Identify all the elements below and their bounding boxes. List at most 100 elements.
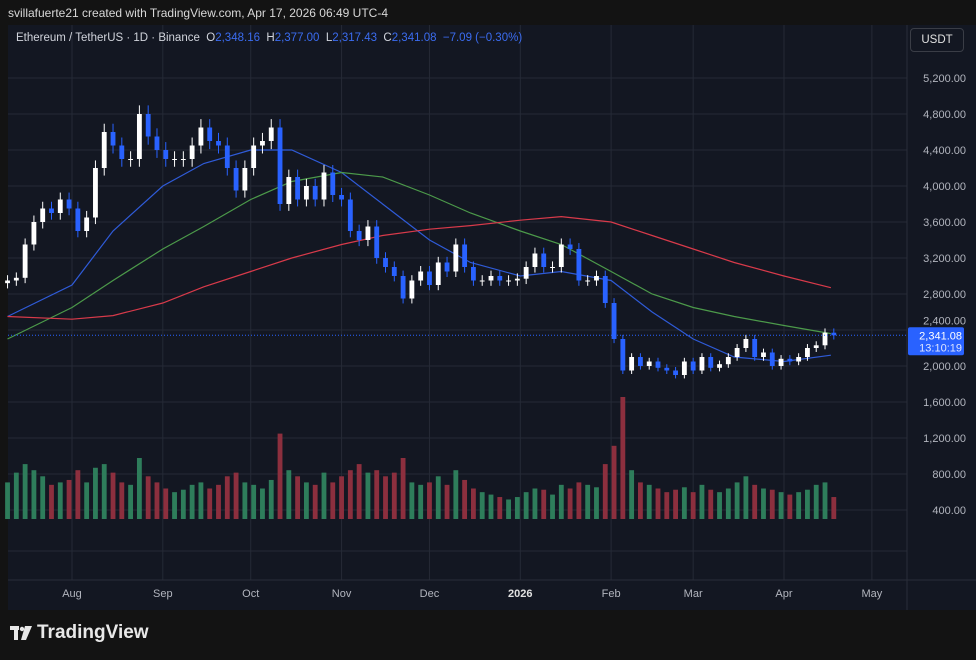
x-tick-label: Apr	[775, 588, 792, 600]
candle-body	[40, 208, 46, 222]
volume-bar	[216, 484, 221, 519]
volume-bar	[101, 464, 107, 519]
volume-bar	[128, 484, 134, 519]
candle-body	[479, 280, 485, 282]
candle-body	[5, 280, 10, 284]
volume-bar	[673, 489, 678, 519]
volume-bar	[831, 497, 837, 519]
volume-bar	[664, 492, 670, 519]
open-value: 2,348.16	[215, 32, 260, 44]
candle-body	[75, 208, 81, 231]
candle-body	[418, 271, 424, 281]
x-tick-label: May	[861, 588, 882, 600]
candles	[5, 105, 837, 379]
candle-body	[655, 361, 661, 368]
candle-body	[523, 267, 529, 279]
volume-bar	[796, 492, 802, 519]
y-tick-label: 1,200.00	[923, 433, 966, 445]
candle-body	[383, 258, 388, 267]
volume-bar	[172, 492, 177, 519]
candle-body	[356, 231, 362, 240]
volume-bar	[49, 484, 54, 519]
volume-bar	[532, 488, 538, 519]
volume-bar	[761, 488, 766, 519]
volume-bar	[260, 488, 265, 519]
y-tick-label: 3,600.00	[923, 217, 966, 229]
x-tick-label: Nov	[332, 588, 352, 600]
candle-body	[752, 339, 758, 357]
y-tick-label: 5,200.00	[923, 73, 966, 85]
volume-bar	[787, 494, 793, 519]
candle-body	[180, 159, 186, 160]
candle-body	[347, 199, 353, 231]
candle-body	[681, 361, 687, 375]
candle-body	[796, 357, 802, 362]
candle-body	[198, 127, 204, 146]
volume-bar	[550, 494, 555, 519]
candle-body	[409, 280, 415, 299]
y-tick-label: 3,200.00	[923, 253, 966, 265]
volume-bar	[189, 484, 195, 519]
volume-bar	[488, 494, 494, 519]
candle-body	[576, 249, 582, 281]
volume-bar	[576, 482, 582, 519]
candle-body	[638, 357, 643, 366]
volume-bar	[22, 464, 28, 519]
tradingview-logo[interactable]: TradingView	[10, 622, 149, 644]
candle-body	[435, 262, 441, 285]
volume-bar	[400, 458, 406, 519]
volume-bar	[93, 467, 98, 519]
volume-bar	[5, 482, 10, 519]
candle-body	[805, 348, 810, 357]
candle-body	[128, 159, 134, 160]
candle-body	[251, 145, 257, 168]
candle-body	[717, 364, 722, 368]
candle-body	[57, 199, 63, 213]
candle-body	[699, 357, 705, 371]
chart-background	[8, 25, 976, 610]
candle-body	[778, 358, 784, 366]
candle-body	[260, 141, 265, 146]
volume-bar	[743, 476, 749, 519]
volume-bar	[681, 487, 687, 519]
volume-bar	[119, 482, 125, 519]
volume-bar	[374, 470, 380, 519]
volume-bar	[57, 482, 63, 519]
volume-bar	[769, 489, 775, 519]
candle-body	[189, 145, 195, 159]
volume-bar	[567, 488, 573, 519]
volume-bar	[646, 484, 652, 519]
currency-button[interactable]: USDT	[910, 28, 964, 52]
x-tick-label: Oct	[242, 588, 259, 600]
symbol-label[interactable]: Ethereum / TetherUS · 1D · Binance	[16, 32, 200, 44]
candle-body	[110, 132, 116, 146]
moving-average-line-ma-red	[7, 215, 832, 320]
change-value: −7.09 (−0.30%)	[442, 32, 523, 44]
volume-bar	[110, 472, 116, 519]
moving-average-line-ma-blue	[7, 149, 831, 363]
candle-body	[93, 168, 98, 218]
candle-body	[22, 244, 28, 278]
candle-body	[365, 226, 371, 240]
candle-body	[470, 267, 476, 281]
volume-bar	[321, 472, 327, 519]
candle-body	[216, 141, 221, 146]
volume-bar	[40, 476, 46, 519]
volume-bar	[523, 492, 529, 519]
candle-body	[611, 303, 617, 339]
volume-bar	[295, 476, 301, 519]
volume-bar	[268, 479, 274, 519]
volume-bar	[734, 482, 740, 519]
x-tick-label: Sep	[153, 588, 173, 600]
volume-bar	[136, 458, 142, 519]
price-chart[interactable]: 5,200.00 4,800.00 4,400.00 4,000.00 3,600.00…	[0, 25, 976, 635]
volume-bar	[822, 482, 828, 519]
candle-body	[550, 267, 555, 268]
volume-bar	[207, 488, 213, 519]
volume-bar	[725, 488, 731, 519]
candle-body	[708, 357, 714, 368]
volume-bar	[752, 484, 758, 519]
tradingview-logo-icon	[10, 626, 32, 640]
candle-body	[541, 253, 547, 267]
y-tick-label: 4,800.00	[923, 109, 966, 121]
